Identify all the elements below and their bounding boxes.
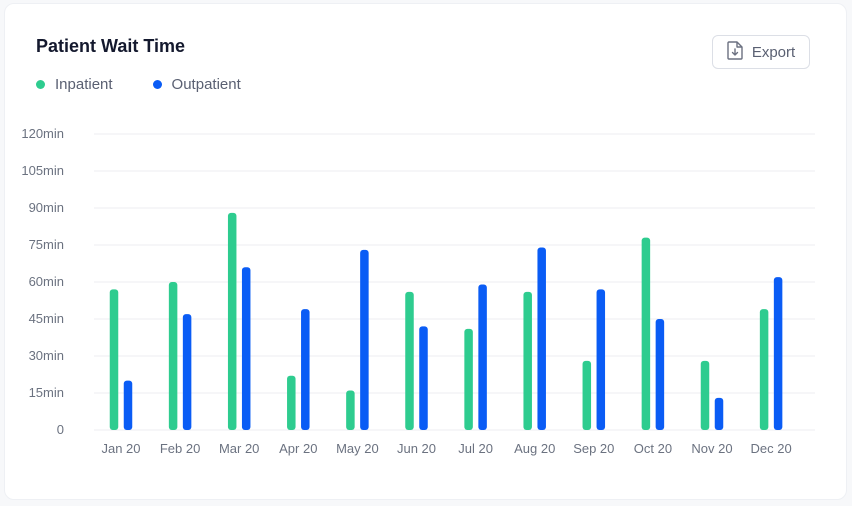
legend-item-outpatient[interactable]: Outpatient: [152, 76, 241, 93]
export-button[interactable]: Export: [712, 35, 810, 69]
bar-inpatient: [405, 291, 414, 430]
bar-inpatient: [346, 390, 355, 430]
x-tick-label: Feb 20: [160, 441, 200, 456]
bar-inpatient: [759, 309, 769, 430]
y-tick-label: 120min: [21, 126, 64, 141]
x-tick-label: Sep 20: [573, 441, 614, 456]
y-tick-label: 15min: [29, 385, 64, 400]
x-tick-label: Oct 20: [634, 441, 672, 456]
bar-outpatient: [301, 309, 310, 430]
x-tick-label: Jun 20: [397, 441, 436, 456]
export-label: Export: [751, 43, 796, 61]
bar-outpatient: [537, 247, 546, 430]
legend-item-inpatient[interactable]: Inpatient: [36, 76, 113, 93]
bar-outpatient: [123, 380, 133, 430]
y-tick-label: 0: [57, 422, 64, 437]
x-tick-label: Jul 20: [458, 441, 493, 456]
bar-inpatient: [227, 212, 237, 430]
bar-outpatient: [182, 314, 192, 430]
chart-title: Patient Wait Time: [36, 36, 186, 56]
y-tick-label: 90min: [29, 200, 64, 215]
bar-outpatient: [241, 267, 251, 430]
legend-label-outpatient: Outpatient: [171, 76, 241, 93]
bar-inpatient: [464, 328, 473, 430]
bar-outpatient: [360, 249, 369, 430]
bar-outpatient: [478, 284, 487, 430]
y-tick-label: 105min: [21, 163, 64, 178]
bar-inpatient: [582, 360, 592, 430]
legend-dot-inpatient: [36, 80, 45, 89]
x-tick-label: Jan 20: [101, 441, 140, 456]
x-tick-label: Dec 20: [750, 441, 791, 456]
y-tick-label: 45min: [29, 311, 64, 326]
file-export-icon: [727, 40, 743, 64]
bar-outpatient: [419, 326, 428, 430]
x-tick-label: Aug 20: [514, 441, 555, 456]
x-tick-label: Nov 20: [691, 441, 732, 456]
y-tick-label: 30min: [29, 348, 64, 363]
bar-outpatient: [714, 397, 724, 430]
x-tick-label: Mar 20: [219, 441, 259, 456]
legend-label-inpatient: Inpatient: [55, 76, 113, 93]
chart-legend: Inpatient Outpatient: [36, 76, 241, 93]
bar-inpatient: [641, 237, 651, 430]
x-tick-label: Apr 20: [279, 441, 317, 456]
x-tick-label: May 20: [336, 441, 379, 456]
bar-inpatient: [700, 360, 710, 430]
bar-inpatient: [168, 282, 178, 430]
bar-outpatient: [655, 319, 665, 430]
y-tick-label: 60min: [29, 274, 64, 289]
bar-inpatient: [109, 289, 119, 430]
y-tick-label: 75min: [29, 237, 64, 252]
bar-outpatient: [596, 289, 606, 430]
bar-outpatient: [773, 277, 783, 430]
bar-inpatient: [523, 291, 532, 430]
bar-inpatient: [287, 375, 296, 430]
legend-dot-outpatient: [152, 80, 162, 89]
